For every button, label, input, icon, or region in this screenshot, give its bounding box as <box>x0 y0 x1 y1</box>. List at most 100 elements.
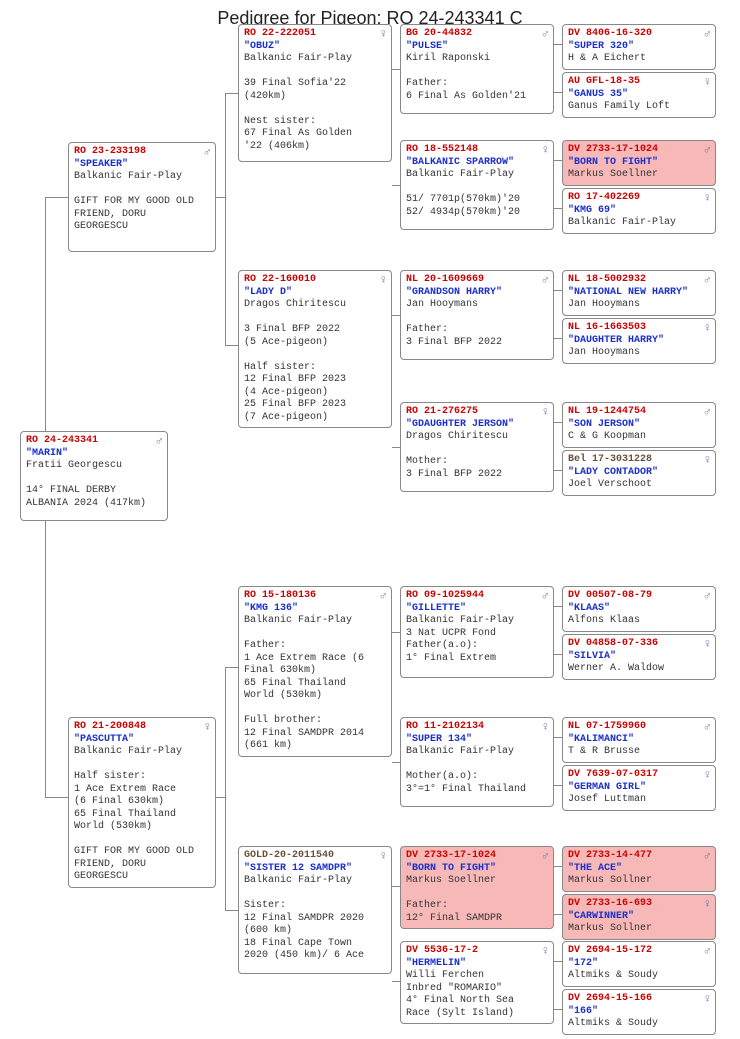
connector <box>216 797 225 798</box>
pigeon-info: Balkanic Fair-Play Mother(a.o): 3°=1° Fi… <box>406 746 548 796</box>
male-icon: ♂ <box>542 849 549 864</box>
female-icon: ♀ <box>380 849 387 864</box>
ring-number: DV 7639-07-0317 <box>568 769 710 782</box>
pigeon-info: Alfons Klaas <box>568 615 710 628</box>
pigeon-name: "KMG 69" <box>568 205 710 218</box>
connector <box>392 447 400 448</box>
ring-number: NL 19-1244754 <box>568 406 710 419</box>
female-icon: ♀ <box>542 143 549 158</box>
ring-number: RO 15-180136 <box>244 590 386 603</box>
ring-number: DV 8406-16-320 <box>568 28 710 41</box>
pigeon-name: "BORN TO FIGHT" <box>568 157 710 170</box>
connector <box>225 345 238 346</box>
connector <box>392 315 400 316</box>
pigeon-name: "SON JERSON" <box>568 419 710 432</box>
pigeon-info: Kiril Raponski Father: 6 Final As Golden… <box>406 53 548 103</box>
pedigree-box: ♀AU GFL-18-35"GANUS 35"Ganus Family Loft <box>562 72 716 118</box>
male-icon: ♂ <box>704 405 711 420</box>
female-icon: ♀ <box>380 27 387 42</box>
pigeon-info: Balkanic Fair-Play Sister: 12 Final SAMD… <box>244 875 386 963</box>
pedigree-box: ♂RO 15-180136"KMG 136"Balkanic Fair-Play… <box>238 586 392 757</box>
female-icon: ♀ <box>704 637 711 652</box>
connector <box>554 160 562 161</box>
pedigree-box: ♂DV 2694-15-172"172"Altmiks & Soudy <box>562 941 716 987</box>
pigeon-name: "HERMELIN" <box>406 958 548 971</box>
pedigree-box: ♀Bel 17-3031228"LADY CONTADOR"Joel Versc… <box>562 450 716 496</box>
pigeon-name: "SPEAKER" <box>74 159 210 172</box>
ring-number: GOLD-20-2011540 <box>244 850 386 863</box>
pigeon-name: "GERMAN GIRL" <box>568 782 710 795</box>
female-icon: ♀ <box>542 405 549 420</box>
pedigree-box: ♂DV 8406-16-320"SUPER 320"H & A Eichert <box>562 24 716 70</box>
pigeon-info: Balkanic Fair-Play 51/ 7701p(570km)'20 5… <box>406 169 548 219</box>
connector <box>392 632 400 633</box>
pigeon-info: Markus Sollner <box>568 875 710 888</box>
pedigree-box: ♂DV 2733-17-1024"BORN TO FIGHT"Markus So… <box>400 846 554 929</box>
ring-number: RO 23-233198 <box>74 146 210 159</box>
connector <box>554 654 562 655</box>
ring-number: NL 20-1609669 <box>406 274 548 287</box>
ring-number: DV 2733-17-1024 <box>568 144 710 157</box>
pigeon-name: "SILVIA" <box>568 651 710 664</box>
pigeon-info: Jan Hooymans Father: 3 Final BFP 2022 <box>406 299 548 349</box>
pigeon-info: Jan Hooymans <box>568 299 710 312</box>
pigeon-info: Balkanic Fair-Play <box>568 217 710 230</box>
male-icon: ♂ <box>704 589 711 604</box>
pigeon-name: "CARWINNER" <box>568 911 710 924</box>
pedigree-box: ♂RO 24-243341"MARIN"Fratii Georgescu 14°… <box>20 431 168 521</box>
pigeon-name: "THE ACE" <box>568 863 710 876</box>
ring-number: NL 18-5002932 <box>568 274 710 287</box>
connector <box>554 1009 562 1010</box>
ring-number: RO 22-160010 <box>244 274 386 287</box>
pedigree-box: ♀RO 22-160010"LADY D"Dragos Chiritescu 3… <box>238 270 392 428</box>
ring-number: NL 16-1663503 <box>568 322 710 335</box>
ring-number: RO 11-2102134 <box>406 721 548 734</box>
pedigree-box: ♂NL 20-1609669"GRANDSON HARRY"Jan Hooyma… <box>400 270 554 360</box>
pedigree-box: ♀NL 16-1663503"DAUGHTER HARRY"Jan Hooyma… <box>562 318 716 364</box>
male-icon: ♂ <box>542 273 549 288</box>
connector <box>225 667 238 668</box>
pigeon-name: "NATIONAL NEW HARRY" <box>568 287 710 300</box>
pigeon-name: "MARIN" <box>26 448 162 461</box>
connector <box>554 961 562 962</box>
female-icon: ♀ <box>704 453 711 468</box>
male-icon: ♂ <box>704 849 711 864</box>
ring-number: DV 2694-15-172 <box>568 945 710 958</box>
pedigree-box: ♂NL 18-5002932"NATIONAL NEW HARRY"Jan Ho… <box>562 270 716 316</box>
ring-number: RO 18-552148 <box>406 144 548 157</box>
connector <box>554 290 562 291</box>
pigeon-info: Dragos Chiritescu Mother: 3 Final BFP 20… <box>406 431 548 481</box>
pedigree-box: ♂DV 00507-08-79"KLAAS"Alfons Klaas <box>562 586 716 632</box>
pigeon-name: "SUPER 320" <box>568 41 710 54</box>
male-icon: ♂ <box>704 143 711 158</box>
male-icon: ♂ <box>704 27 711 42</box>
pigeon-info: Jan Hooymans <box>568 347 710 360</box>
pedigree-box: ♀RO 17-402269"KMG 69"Balkanic Fair-Play <box>562 188 716 234</box>
pigeon-info: Markus Soellner Father: 12° Final SAMDPR <box>406 875 548 925</box>
male-icon: ♂ <box>156 434 163 449</box>
ring-number: DV 2694-15-166 <box>568 993 710 1006</box>
pedigree-box: ♂RO 23-233198"SPEAKER"Balkanic Fair-Play… <box>68 142 216 252</box>
pigeon-info: Markus Sollner <box>568 923 710 936</box>
pigeon-name: "SUPER 134" <box>406 734 548 747</box>
connector <box>554 866 562 867</box>
ring-number: RO 21-200848 <box>74 721 210 734</box>
pedigree-box: ♀DV 2694-15-166"166"Altmiks & Soudy <box>562 989 716 1035</box>
connector <box>554 422 562 423</box>
ring-number: RO 22-222051 <box>244 28 386 41</box>
female-icon: ♀ <box>704 992 711 1007</box>
pigeon-info: Balkanic Fair-Play 39 Final Sofia'22 (42… <box>244 53 386 153</box>
connector <box>554 737 562 738</box>
pedigree-box: ♂NL 19-1244754"SON JERSON"C & G Koopman <box>562 402 716 448</box>
pigeon-info: Markus Soellner <box>568 169 710 182</box>
ring-number: DV 04858-07-336 <box>568 638 710 651</box>
connector <box>554 208 562 209</box>
ring-number: DV 2733-14-477 <box>568 850 710 863</box>
pedigree-box: ♀DV 7639-07-0317"GERMAN GIRL"Josef Luttm… <box>562 765 716 811</box>
pigeon-info: T & R Brusse <box>568 746 710 759</box>
connector <box>554 914 562 915</box>
pigeon-name: "GANUS 35" <box>568 89 710 102</box>
pigeon-info: Altmiks & Soudy <box>568 970 710 983</box>
ring-number: DV 5536-17-2 <box>406 945 548 958</box>
connector <box>554 92 562 93</box>
